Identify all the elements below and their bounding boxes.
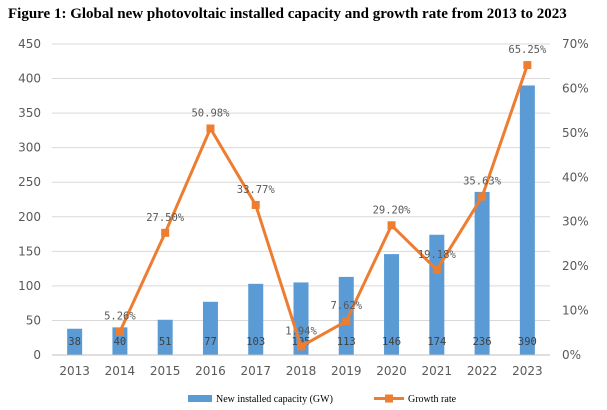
y-right-tick-label: 40% [562, 170, 589, 184]
y-left-tick-label: 50 [26, 313, 41, 327]
x-tick-label: 2020 [376, 364, 407, 378]
bar-value-label: 40 [114, 336, 127, 348]
y-left-tick-label: 250 [18, 175, 41, 189]
growth-rate-point [161, 228, 170, 237]
y-left-tick-label: 100 [18, 279, 41, 293]
growth-rate-point [297, 342, 305, 351]
y-right-tick-label: 10% [562, 304, 589, 318]
legend-label-growth: Growth rate [408, 394, 457, 405]
x-tick-label: 2019 [331, 364, 362, 378]
bar-value-label: 38 [68, 336, 81, 348]
x-tick-label: 2017 [240, 364, 271, 378]
x-tick-label: 2021 [422, 364, 453, 378]
bar [384, 254, 400, 355]
bar [338, 276, 354, 355]
y-left-tick-label: 200 [18, 210, 41, 224]
growth-rate-point [432, 265, 441, 274]
growth-rate-point [342, 317, 351, 326]
growth-rate-point [115, 327, 124, 336]
bar [519, 85, 535, 355]
y-left-tick-label: 0 [33, 348, 41, 362]
y-left-tick-label: 300 [18, 141, 41, 155]
x-tick-label: 2023 [512, 364, 543, 378]
y-right-tick-label: 20% [562, 259, 589, 273]
bar-value-label: 77 [204, 336, 217, 348]
growth-rate-label: 33.77% [237, 184, 276, 196]
bar-series [67, 85, 535, 355]
growth-rate-line [118, 64, 529, 348]
bar-value-labels: 38 40 51 77 103 105 113 146 174 236 390 [68, 336, 537, 348]
line-series [115, 61, 532, 351]
bar-value-label: 390 [518, 336, 537, 348]
bar [202, 301, 218, 355]
y-left-tick-label: 350 [18, 106, 41, 120]
x-tick-label: 2013 [59, 364, 90, 378]
y-right-tick-label: 50% [562, 126, 589, 140]
bar-value-label: 146 [382, 336, 401, 348]
line-value-labels: 5.26% 27.50% 50.98% 33.77% 1.94% 7.62% 29.20% 1… [104, 44, 547, 337]
legend-swatch-capacity [188, 395, 212, 402]
growth-rate-label: 19.18% [418, 249, 457, 261]
growth-rate-label: 29.20% [373, 204, 412, 216]
bar [157, 319, 173, 355]
growth-rate-point [523, 61, 532, 70]
x-axis: 2013 2014 2015 2016 2017 2018 2019 2020 2021 2022… [52, 354, 550, 378]
x-tick-label: 2014 [105, 364, 136, 378]
growth-rate-point [206, 124, 215, 133]
growth-rate-label: 35.63% [463, 176, 502, 188]
growth-rate-label: 50.98% [191, 108, 230, 120]
bar-value-label: 103 [246, 336, 265, 348]
y-left-tick-label: 150 [18, 244, 41, 258]
legend-marker-growth [385, 394, 393, 403]
y-right-tick-label: 0% [562, 348, 581, 362]
y-left-tick-label: 400 [18, 72, 41, 86]
x-tick-label: 2018 [286, 364, 317, 378]
gridlines [52, 43, 550, 321]
y-left-tick-label: 450 [18, 37, 41, 51]
growth-rate-label: 27.50% [146, 212, 185, 224]
bar-value-label: 113 [337, 336, 356, 348]
bar-value-label: 174 [427, 336, 446, 348]
y-axis-left: 0 50 100 150 200 250 300 350 400 450 [18, 37, 41, 362]
bar [248, 283, 264, 355]
growth-rate-label: 65.25% [508, 44, 547, 56]
bar [474, 191, 490, 355]
legend: New installed capacity (GW) Growth rate [188, 394, 457, 405]
growth-rate-point [251, 200, 260, 209]
growth-rate-label: 5.26% [104, 311, 136, 323]
growth-rate-point [387, 221, 396, 230]
legend-label-capacity: New installed capacity (GW) [216, 394, 333, 405]
y-axis-right: 0% 10% 20% 30% 40% 50% 60% 70% [562, 37, 589, 362]
bar [67, 328, 83, 355]
x-tick-label: 2015 [150, 364, 181, 378]
bar-value-label: 51 [159, 336, 172, 348]
growth-rate-label: 7.62% [330, 300, 362, 312]
y-right-tick-label: 30% [562, 215, 589, 229]
chart-title: Figure 1: Global new photovoltaic instal… [8, 6, 567, 22]
x-tick-label: 2016 [195, 364, 226, 378]
bar-value-label: 236 [473, 336, 492, 348]
growth-rate-label: 1.94% [285, 325, 317, 337]
y-right-tick-label: 70% [562, 37, 589, 51]
growth-rate-point [478, 192, 487, 201]
y-right-tick-label: 60% [562, 81, 589, 95]
x-tick-label: 2022 [467, 364, 498, 378]
